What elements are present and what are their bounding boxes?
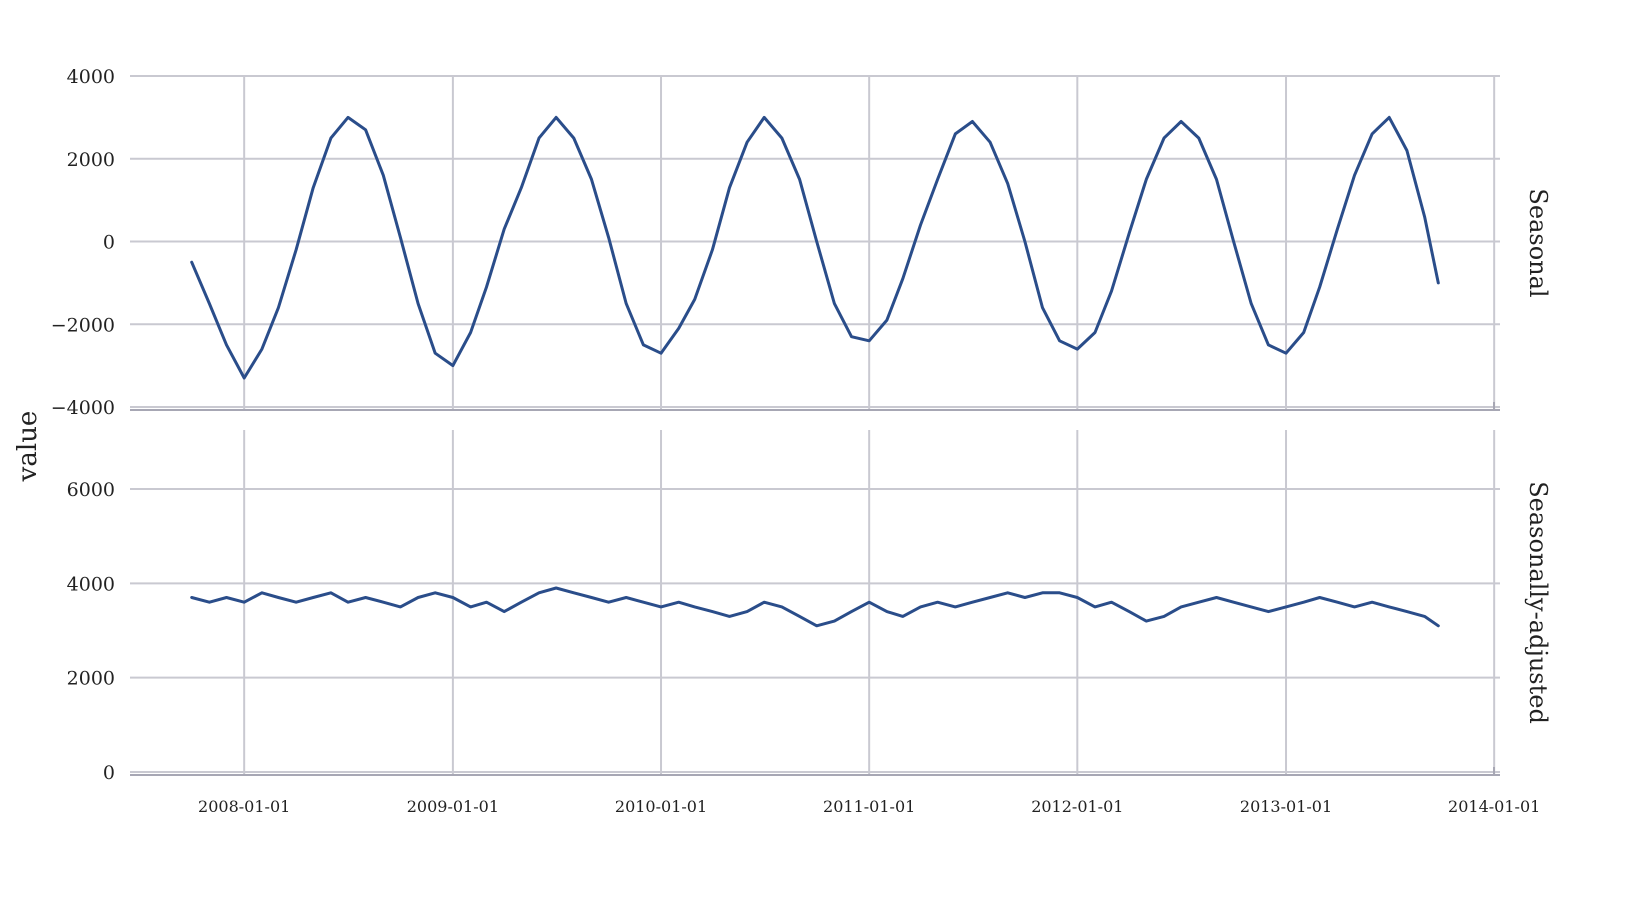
facet-label-seasonal: Seasonal bbox=[1524, 188, 1552, 297]
series-seasonally-adjusted bbox=[192, 588, 1439, 626]
tick-labels-seasonally-adjusted: 6000 4000 2000 0 bbox=[67, 479, 115, 784]
grid-seasonally-adjusted bbox=[130, 430, 1500, 775]
panel-seasonally-adjusted: 6000 4000 2000 0 Seasonally-adjusted bbox=[67, 430, 1552, 784]
x-tick-label-2010: 2010-01-01 bbox=[615, 797, 707, 816]
y-tick-label: 4000 bbox=[67, 573, 115, 595]
series-line-seasonal bbox=[192, 117, 1439, 378]
grid-seasonal bbox=[130, 76, 1500, 410]
x-tick-label-2009: 2009-01-01 bbox=[407, 797, 499, 816]
panel-seasonal: 4000 2000 0 −2000 −4000 Seasonal bbox=[51, 66, 1552, 419]
x-tick-label-2012: 2012-01-01 bbox=[1031, 797, 1123, 816]
facet-label-seasonally-adjusted: Seasonally-adjusted bbox=[1524, 481, 1552, 724]
x-tick-label-2011: 2011-01-01 bbox=[823, 797, 915, 816]
x-tick-labels: 2008-01-01 2009-01-01 2010-01-01 2011-01-01… bbox=[198, 797, 1540, 816]
y-tick-label: −2000 bbox=[51, 314, 115, 336]
y-tick-label: 2000 bbox=[67, 149, 115, 171]
y-axis-title: value bbox=[13, 411, 43, 483]
y-tick-label: −4000 bbox=[51, 397, 115, 419]
x-tick-label-2008: 2008-01-01 bbox=[198, 797, 290, 816]
series-seasonal bbox=[192, 117, 1439, 378]
tick-labels-seasonal: 4000 2000 0 −2000 −4000 bbox=[51, 66, 115, 419]
series-line-seasonally-adjusted bbox=[192, 588, 1439, 626]
y-tick-label: 2000 bbox=[67, 668, 115, 690]
y-tick-label: 0 bbox=[103, 232, 115, 254]
x-tick-label-2013: 2013-01-01 bbox=[1240, 797, 1332, 816]
y-tick-label: 6000 bbox=[67, 479, 115, 501]
x-tick-label-2014: 2014-01-01 bbox=[1448, 797, 1540, 816]
y-tick-label: 4000 bbox=[67, 66, 115, 88]
y-tick-label: 0 bbox=[103, 762, 115, 784]
